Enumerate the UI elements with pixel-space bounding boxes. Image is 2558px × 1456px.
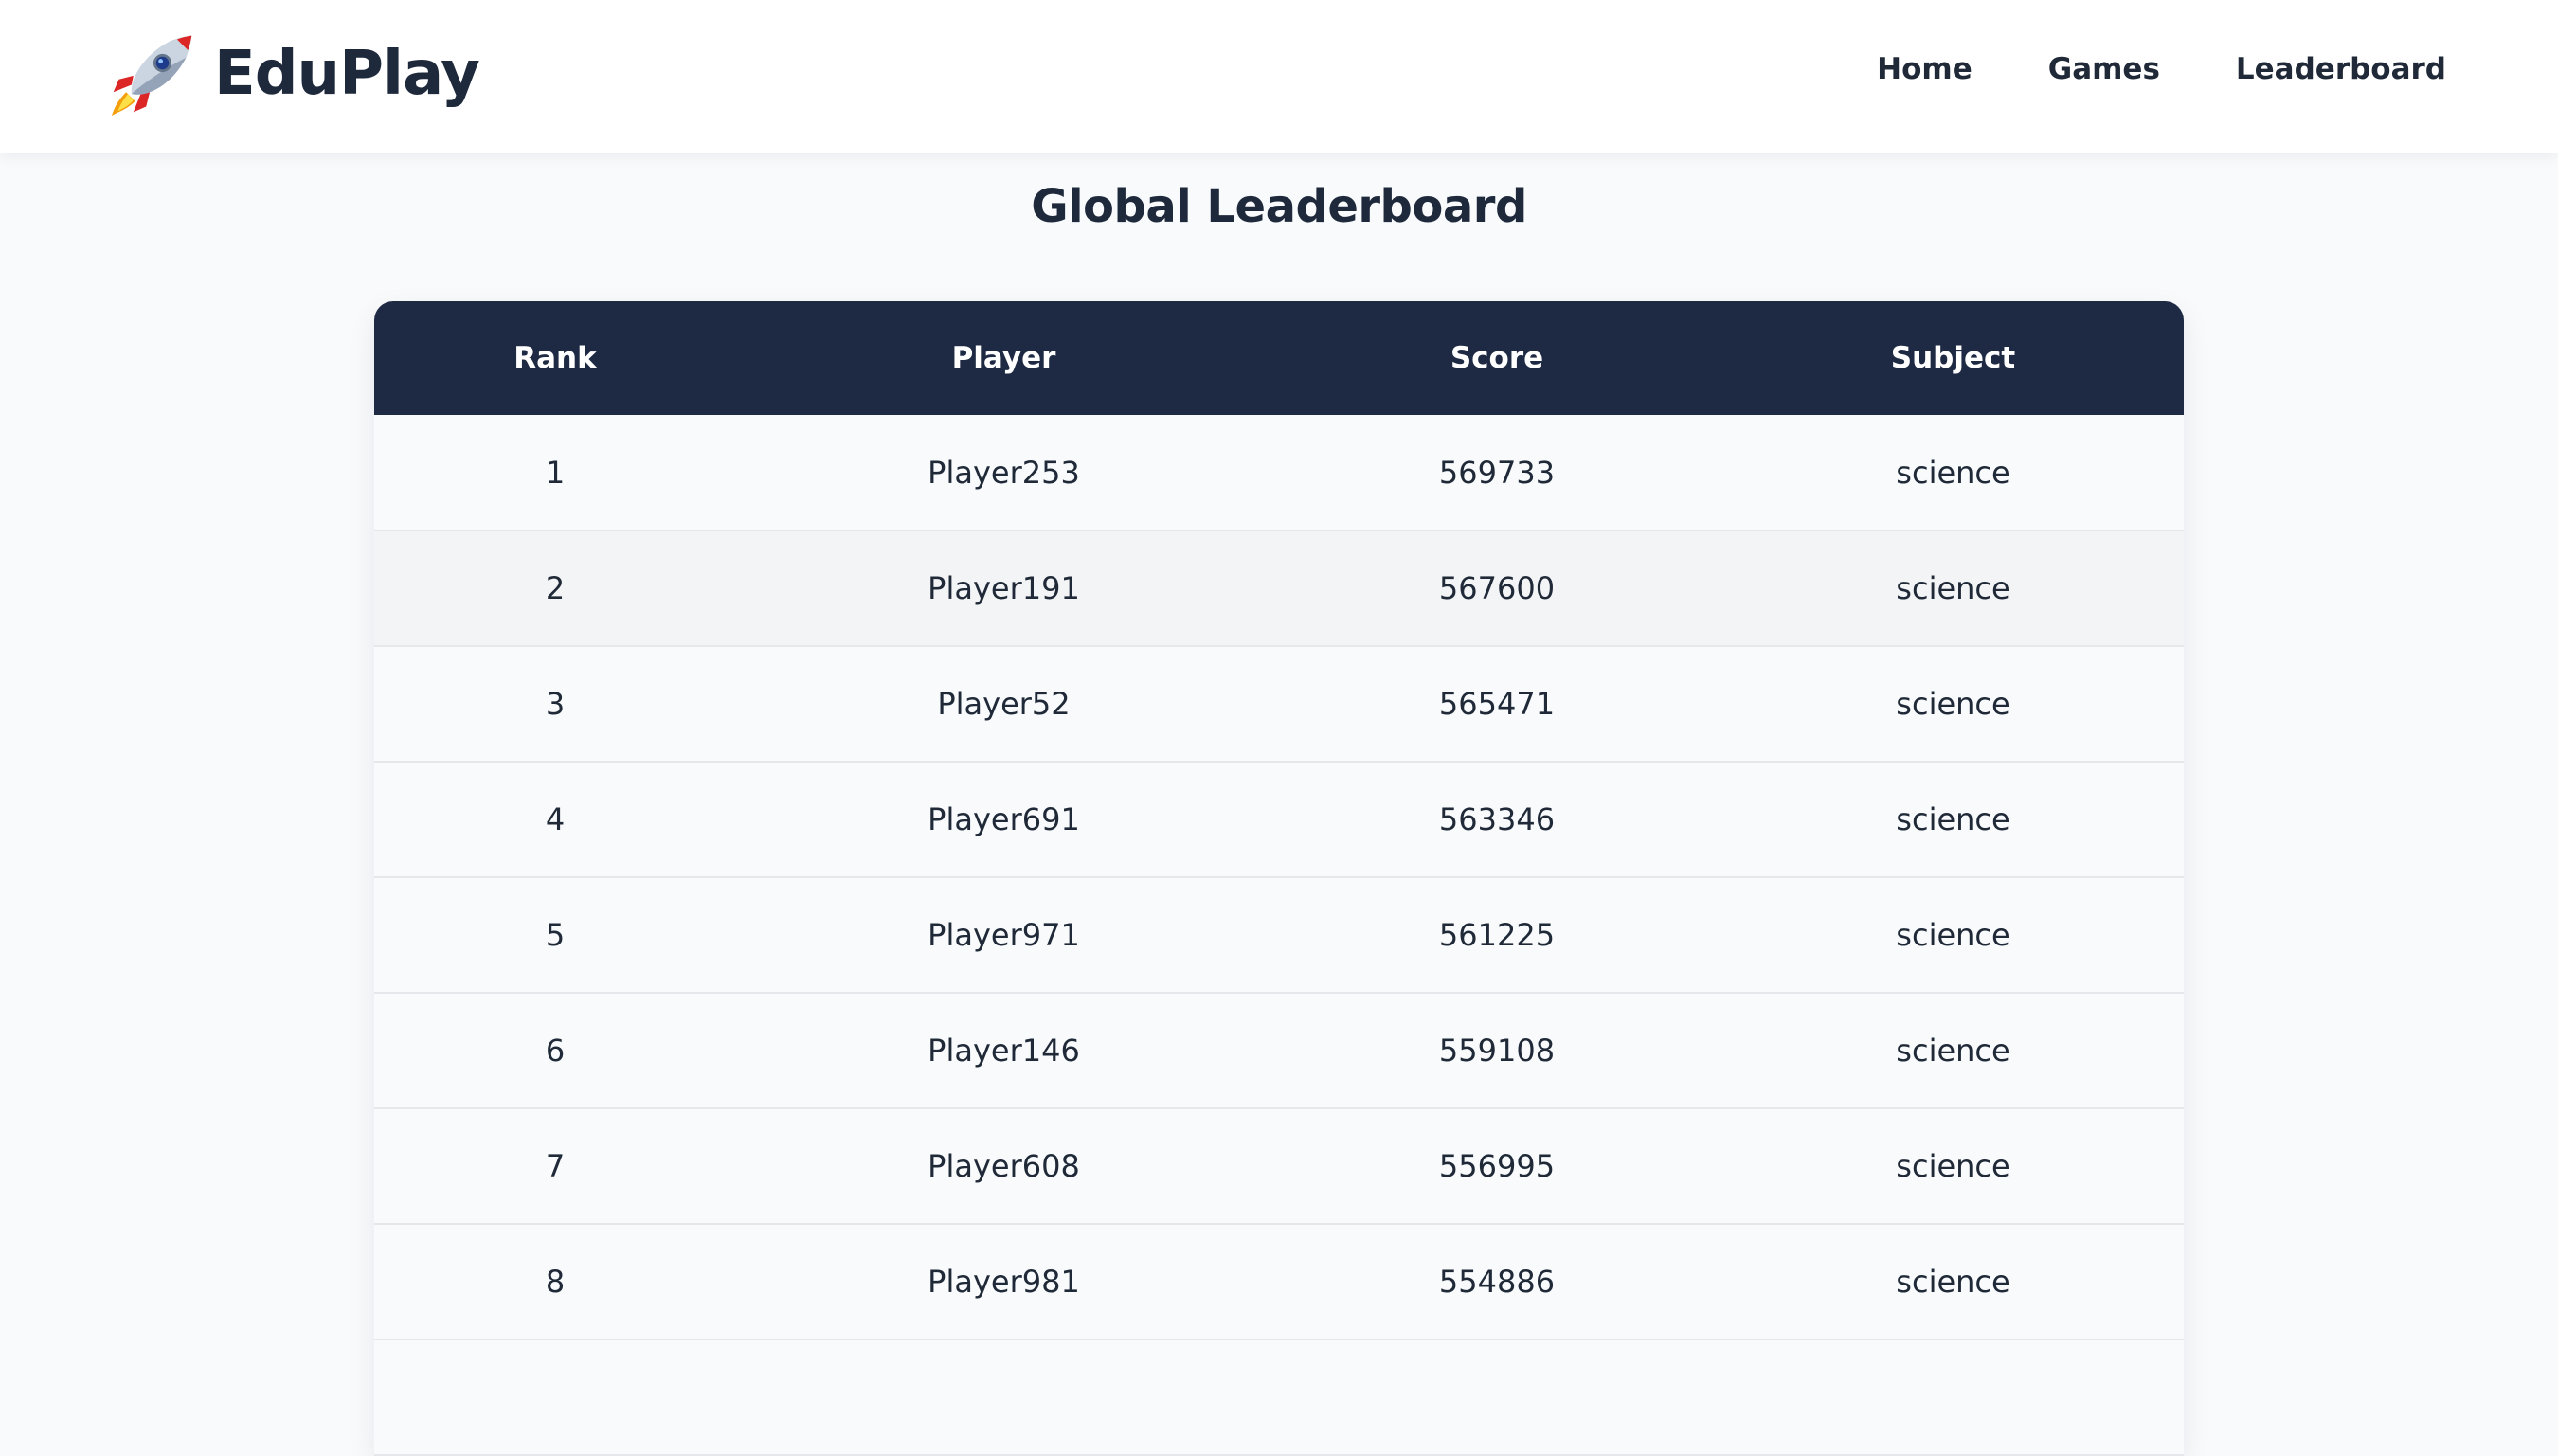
main-nav: Home Games Leaderboard	[1839, 0, 2446, 138]
player-cell: Player253	[928, 454, 1080, 491]
table-row: 3 Player52 565471 science	[374, 646, 2184, 762]
subject-cell: science	[1896, 1264, 2010, 1300]
player-cell	[736, 1339, 1271, 1455]
subject-cell: science	[1896, 801, 2010, 837]
table-row: 7 Player608 556995 science	[374, 1108, 2184, 1224]
table-row: 1 Player253 569733 science	[374, 415, 2184, 530]
leaderboard-table: Rank Player Score Subject 1 Player253 56…	[374, 301, 2184, 1456]
player-cell: Player191	[928, 570, 1080, 606]
subject-cell	[1722, 1339, 2184, 1455]
column-header-rank: Rank	[513, 341, 597, 375]
rank-cell: 4	[545, 801, 566, 837]
subject-cell: science	[1896, 454, 2010, 491]
player-cell: Player981	[928, 1264, 1080, 1300]
rank-cell: 2	[545, 570, 566, 606]
score-cell: 559108	[1438, 1033, 1556, 1069]
nav-home-link[interactable]: Home	[1877, 52, 1973, 86]
nav-games-link[interactable]: Games	[2047, 52, 2160, 86]
column-header-player: Player	[951, 341, 1056, 375]
rank-cell: 8	[545, 1264, 566, 1300]
rank-cell: 1	[545, 454, 566, 491]
subject-cell: science	[1896, 1033, 2010, 1069]
player-cell: Player971	[928, 917, 1080, 953]
score-cell	[1271, 1339, 1722, 1455]
subject-cell: science	[1896, 686, 2010, 722]
column-header-score: Score	[1450, 341, 1544, 375]
score-cell: 567600	[1438, 570, 1556, 606]
rocket-icon	[111, 35, 192, 117]
column-header-subject: Subject	[1890, 341, 2016, 375]
rank-cell: 3	[545, 686, 566, 722]
rank-cell	[374, 1339, 736, 1455]
player-cell: Player52	[937, 686, 1071, 722]
rank-cell: 5	[545, 917, 566, 953]
score-cell: 561225	[1438, 917, 1556, 953]
table-row: 4 Player691 563346 science	[374, 762, 2184, 877]
rank-cell: 7	[545, 1148, 566, 1184]
score-cell: 565471	[1438, 686, 1556, 722]
subject-cell: science	[1896, 570, 2010, 606]
leaderboard-table-container: Rank Player Score Subject 1 Player253 56…	[374, 301, 2184, 1456]
table-row: 5 Player971 561225 science	[374, 877, 2184, 993]
subject-cell: science	[1896, 1148, 2010, 1184]
score-cell: 563346	[1438, 801, 1556, 837]
rank-cell: 6	[545, 1033, 566, 1069]
score-cell: 556995	[1438, 1148, 1556, 1184]
table-row: 6 Player146 559108 science	[374, 993, 2184, 1108]
brand-name: EduPlay	[214, 39, 480, 109]
player-cell: Player608	[928, 1148, 1080, 1184]
player-cell: Player691	[928, 801, 1080, 837]
subject-cell: science	[1896, 917, 2010, 953]
table-header-row: Rank Player Score Subject	[374, 301, 2184, 415]
brand-logo-link[interactable]: EduPlay	[106, 27, 480, 121]
table-row: 8 Player981 554886 science	[374, 1224, 2184, 1339]
table-row: 2 Player191 567600 science	[374, 530, 2184, 646]
page-title: Global Leaderboard	[1031, 180, 1527, 233]
score-cell: 554886	[1438, 1264, 1556, 1300]
table-row	[374, 1339, 2184, 1455]
score-cell: 569733	[1438, 454, 1556, 491]
player-cell: Player146	[928, 1033, 1080, 1069]
top-header: EduPlay Home Games Leaderboard	[0, 0, 2558, 153]
nav-leaderboard-link[interactable]: Leaderboard	[2235, 52, 2446, 86]
